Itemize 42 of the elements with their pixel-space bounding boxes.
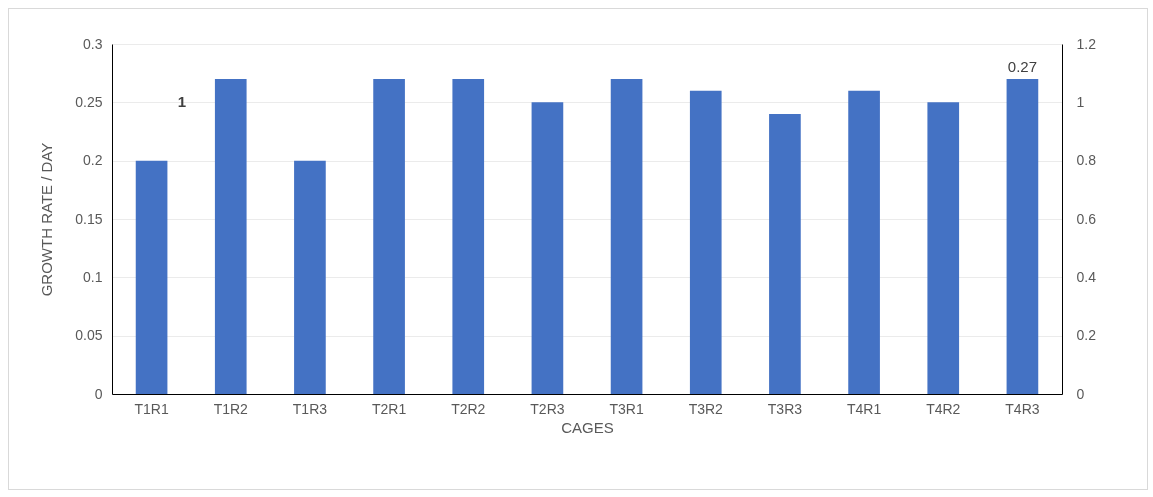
bar: [294, 160, 326, 394]
x-tick-label: T1R3: [292, 400, 328, 417]
bar: [927, 102, 960, 394]
y-tick-label: 0.15: [75, 210, 103, 227]
y2-tick-label: 1.2: [1076, 35, 1097, 52]
x-tick-label: T4R3: [1005, 400, 1040, 417]
data-label: 0.27: [1007, 58, 1038, 75]
x-tick-label: T3R1: [609, 400, 644, 417]
bar: [135, 160, 168, 394]
x-tick-label: T1R2: [213, 400, 249, 417]
y-tick-label: 0.1: [83, 268, 103, 285]
y2-tick-label: 1: [1076, 93, 1085, 110]
y2-tick-label: 0.6: [1076, 210, 1097, 227]
y2-tick-label: 0.4: [1076, 268, 1097, 285]
y2-tick-label: 0.2: [1076, 327, 1097, 344]
annotation: 1: [177, 93, 187, 110]
y-tick-label: 0.25: [75, 93, 103, 110]
y2-tick-label: 0: [1076, 385, 1085, 402]
x-tick-label: T2R2: [451, 400, 486, 417]
y-axis-title: GROWTH RATE / DAY: [38, 142, 56, 297]
y-tick-label: 0.2: [83, 152, 103, 169]
x-tick-label: T4R2: [926, 400, 961, 417]
bar: [531, 102, 564, 394]
x-tick-label: T2R3: [530, 400, 565, 417]
x-tick-label: T3R3: [767, 400, 803, 417]
bar: [452, 79, 485, 394]
bar: [689, 90, 722, 394]
y2-tick-label: 0.8: [1076, 152, 1097, 169]
bar: [610, 79, 643, 394]
x-tick-label: T1R1: [134, 400, 169, 417]
bar: [214, 79, 247, 394]
x-tick-label: T3R2: [688, 400, 724, 417]
x-axis-title: CAGES: [561, 418, 614, 436]
x-tick-label: T4R1: [846, 400, 882, 417]
bar: [373, 79, 405, 394]
y-tick-label: 0: [94, 385, 103, 402]
bar: [769, 114, 801, 394]
y-tick-label: 0.05: [75, 327, 103, 344]
bar: [848, 90, 880, 394]
y-tick-label: 0.3: [83, 35, 103, 52]
x-tick-label: T2R1: [371, 400, 407, 417]
bar: [1006, 79, 1039, 394]
